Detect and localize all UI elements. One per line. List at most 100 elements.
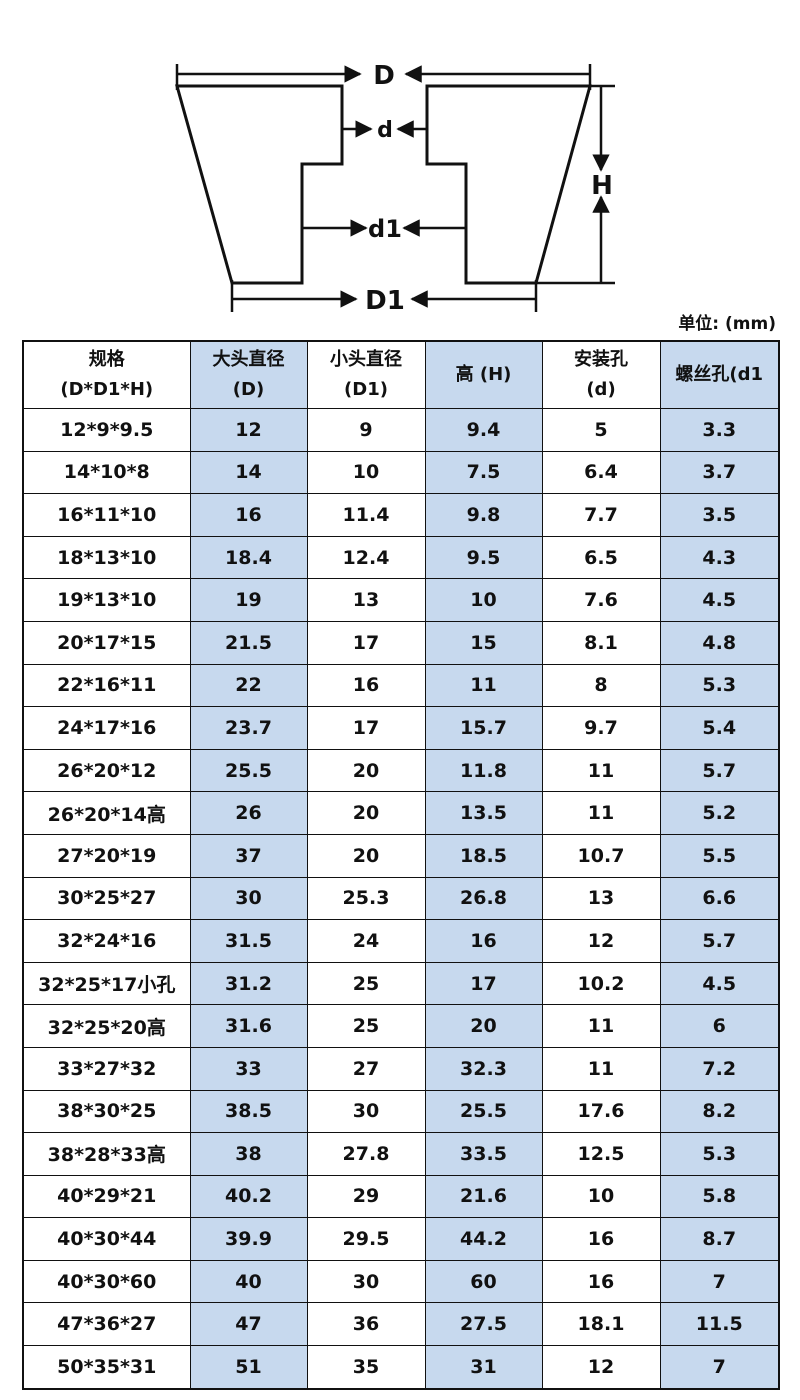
cell-screw-hole: 6.6 (659, 876, 780, 921)
cell-mount-hole: 12 (541, 1345, 661, 1390)
cell-mount-hole: 6.4 (541, 450, 661, 495)
cell-mount-hole: 16 (541, 1259, 661, 1304)
cell-height: 18.5 (424, 833, 543, 878)
cell-small-diameter: 11.4 (306, 493, 426, 537)
cell-mount-hole: 7.7 (541, 493, 661, 537)
cell-big-diameter: 25.5 (189, 748, 308, 793)
cell-screw-hole: 5.7 (659, 748, 780, 793)
cell-big-diameter: 30 (189, 876, 308, 921)
cell-height: 27.5 (424, 1302, 543, 1347)
label-D: D (373, 61, 395, 91)
cell-small-diameter: 12.4 (306, 535, 426, 580)
label-d1: d1 (368, 215, 402, 243)
label-D1: D1 (365, 286, 405, 316)
cell-height: 60 (424, 1259, 543, 1304)
label-H: H (591, 171, 613, 201)
cell-small-diameter: 20 (306, 748, 426, 793)
cell-small-diameter: 13 (306, 578, 426, 622)
cell-small-diameter: 25.3 (306, 876, 426, 921)
cell-small-diameter: 29 (306, 1174, 426, 1219)
table-row: 27*20*19 37 20 18.5 10.7 5.5 (22, 833, 780, 878)
cell-height: 44.2 (424, 1217, 543, 1261)
cell-big-diameter: 12 (189, 408, 308, 452)
table-row: 18*13*10 18.4 12.4 9.5 6.5 4.3 (22, 535, 780, 580)
cell-big-diameter: 33 (189, 1046, 308, 1091)
cell-mount-hole: 10.2 (541, 961, 661, 1006)
table-row: 12*9*9.5 12 9 9.4 5 3.3 (22, 408, 780, 452)
cell-height: 17 (424, 961, 543, 1006)
cell-small-diameter: 10 (306, 450, 426, 495)
table-row: 40*30*60 40 30 60 16 7 (22, 1259, 780, 1304)
table-row: 50*35*31 51 35 31 12 7 (22, 1345, 780, 1390)
cell-screw-hole: 5.8 (659, 1174, 780, 1219)
cell-spec: 16*11*10 (22, 493, 191, 537)
cell-mount-hole: 18.1 (541, 1302, 661, 1347)
table-row: 16*11*10 16 11.4 9.8 7.7 3.5 (22, 493, 780, 537)
cell-mount-hole: 10.7 (541, 833, 661, 878)
cell-small-diameter: 9 (306, 408, 426, 452)
cell-height: 9.8 (424, 493, 543, 537)
header-mount-hole: 安装孔 (d) (541, 340, 661, 409)
cell-mount-hole: 11 (541, 1004, 661, 1048)
header-height: 高 (H) (424, 340, 543, 409)
cell-spec: 40*29*21 (22, 1174, 191, 1219)
cell-small-diameter: 30 (306, 1089, 426, 1134)
cell-spec: 14*10*8 (22, 450, 191, 495)
cell-spec: 20*17*15 (22, 620, 191, 665)
cell-small-diameter: 20 (306, 833, 426, 878)
table-row: 22*16*11 22 16 11 8 5.3 (22, 663, 780, 708)
cell-small-diameter: 17 (306, 620, 426, 665)
cell-screw-hole: 7.2 (659, 1046, 780, 1091)
cell-height: 11.8 (424, 748, 543, 793)
cell-screw-hole: 4.3 (659, 535, 780, 580)
cell-mount-hole: 7.6 (541, 578, 661, 622)
cell-spec: 38*30*25 (22, 1089, 191, 1134)
cell-mount-hole: 9.7 (541, 706, 661, 750)
cell-height: 16 (424, 919, 543, 963)
cell-height: 20 (424, 1004, 543, 1048)
cell-big-diameter: 26 (189, 791, 308, 835)
cell-big-diameter: 37 (189, 833, 308, 878)
cell-height: 15 (424, 620, 543, 665)
cell-big-diameter: 31.2 (189, 961, 308, 1006)
table-row: 19*13*10 19 13 10 7.6 4.5 (22, 578, 780, 622)
cell-screw-hole: 5.5 (659, 833, 780, 878)
table-row: 32*24*16 31.5 24 16 12 5.7 (22, 919, 780, 963)
cell-height: 13.5 (424, 791, 543, 835)
cell-mount-hole: 8.1 (541, 620, 661, 665)
cell-small-diameter: 27.8 (306, 1132, 426, 1176)
cell-big-diameter: 22 (189, 663, 308, 708)
part-outline (175, 84, 344, 285)
cell-screw-hole: 11.5 (659, 1302, 780, 1347)
cell-big-diameter: 39.9 (189, 1217, 308, 1261)
cell-spec: 26*20*12 (22, 748, 191, 793)
cell-screw-hole: 4.5 (659, 578, 780, 622)
cell-big-diameter: 38 (189, 1132, 308, 1176)
cell-screw-hole: 3.7 (659, 450, 780, 495)
table-row: 14*10*8 14 10 7.5 6.4 3.7 (22, 450, 780, 495)
cell-spec: 50*35*31 (22, 1345, 191, 1390)
cell-screw-hole: 7 (659, 1345, 780, 1390)
cell-screw-hole: 4.5 (659, 961, 780, 1006)
table-row: 47*36*27 47 36 27.5 18.1 11.5 (22, 1302, 780, 1347)
cell-mount-hole: 10 (541, 1174, 661, 1219)
cell-small-diameter: 35 (306, 1345, 426, 1390)
cell-spec: 40*30*44 (22, 1217, 191, 1261)
cell-small-diameter: 36 (306, 1302, 426, 1347)
cell-spec: 19*13*10 (22, 578, 191, 622)
cell-small-diameter: 16 (306, 663, 426, 708)
cell-small-diameter: 25 (306, 1004, 426, 1048)
cell-small-diameter: 20 (306, 791, 426, 835)
cell-mount-hole: 12 (541, 919, 661, 963)
cell-screw-hole: 5.2 (659, 791, 780, 835)
cell-big-diameter: 16 (189, 493, 308, 537)
cell-screw-hole: 5.7 (659, 919, 780, 963)
cell-big-diameter: 51 (189, 1345, 308, 1390)
cell-spec: 30*25*27 (22, 876, 191, 921)
part-outline-right (425, 84, 592, 285)
cell-height: 26.8 (424, 876, 543, 921)
header-small-diameter: 小头直径 (D1) (306, 340, 426, 409)
cell-big-diameter: 21.5 (189, 620, 308, 665)
cell-big-diameter: 40.2 (189, 1174, 308, 1219)
table-row: 20*17*15 21.5 17 15 8.1 4.8 (22, 620, 780, 665)
